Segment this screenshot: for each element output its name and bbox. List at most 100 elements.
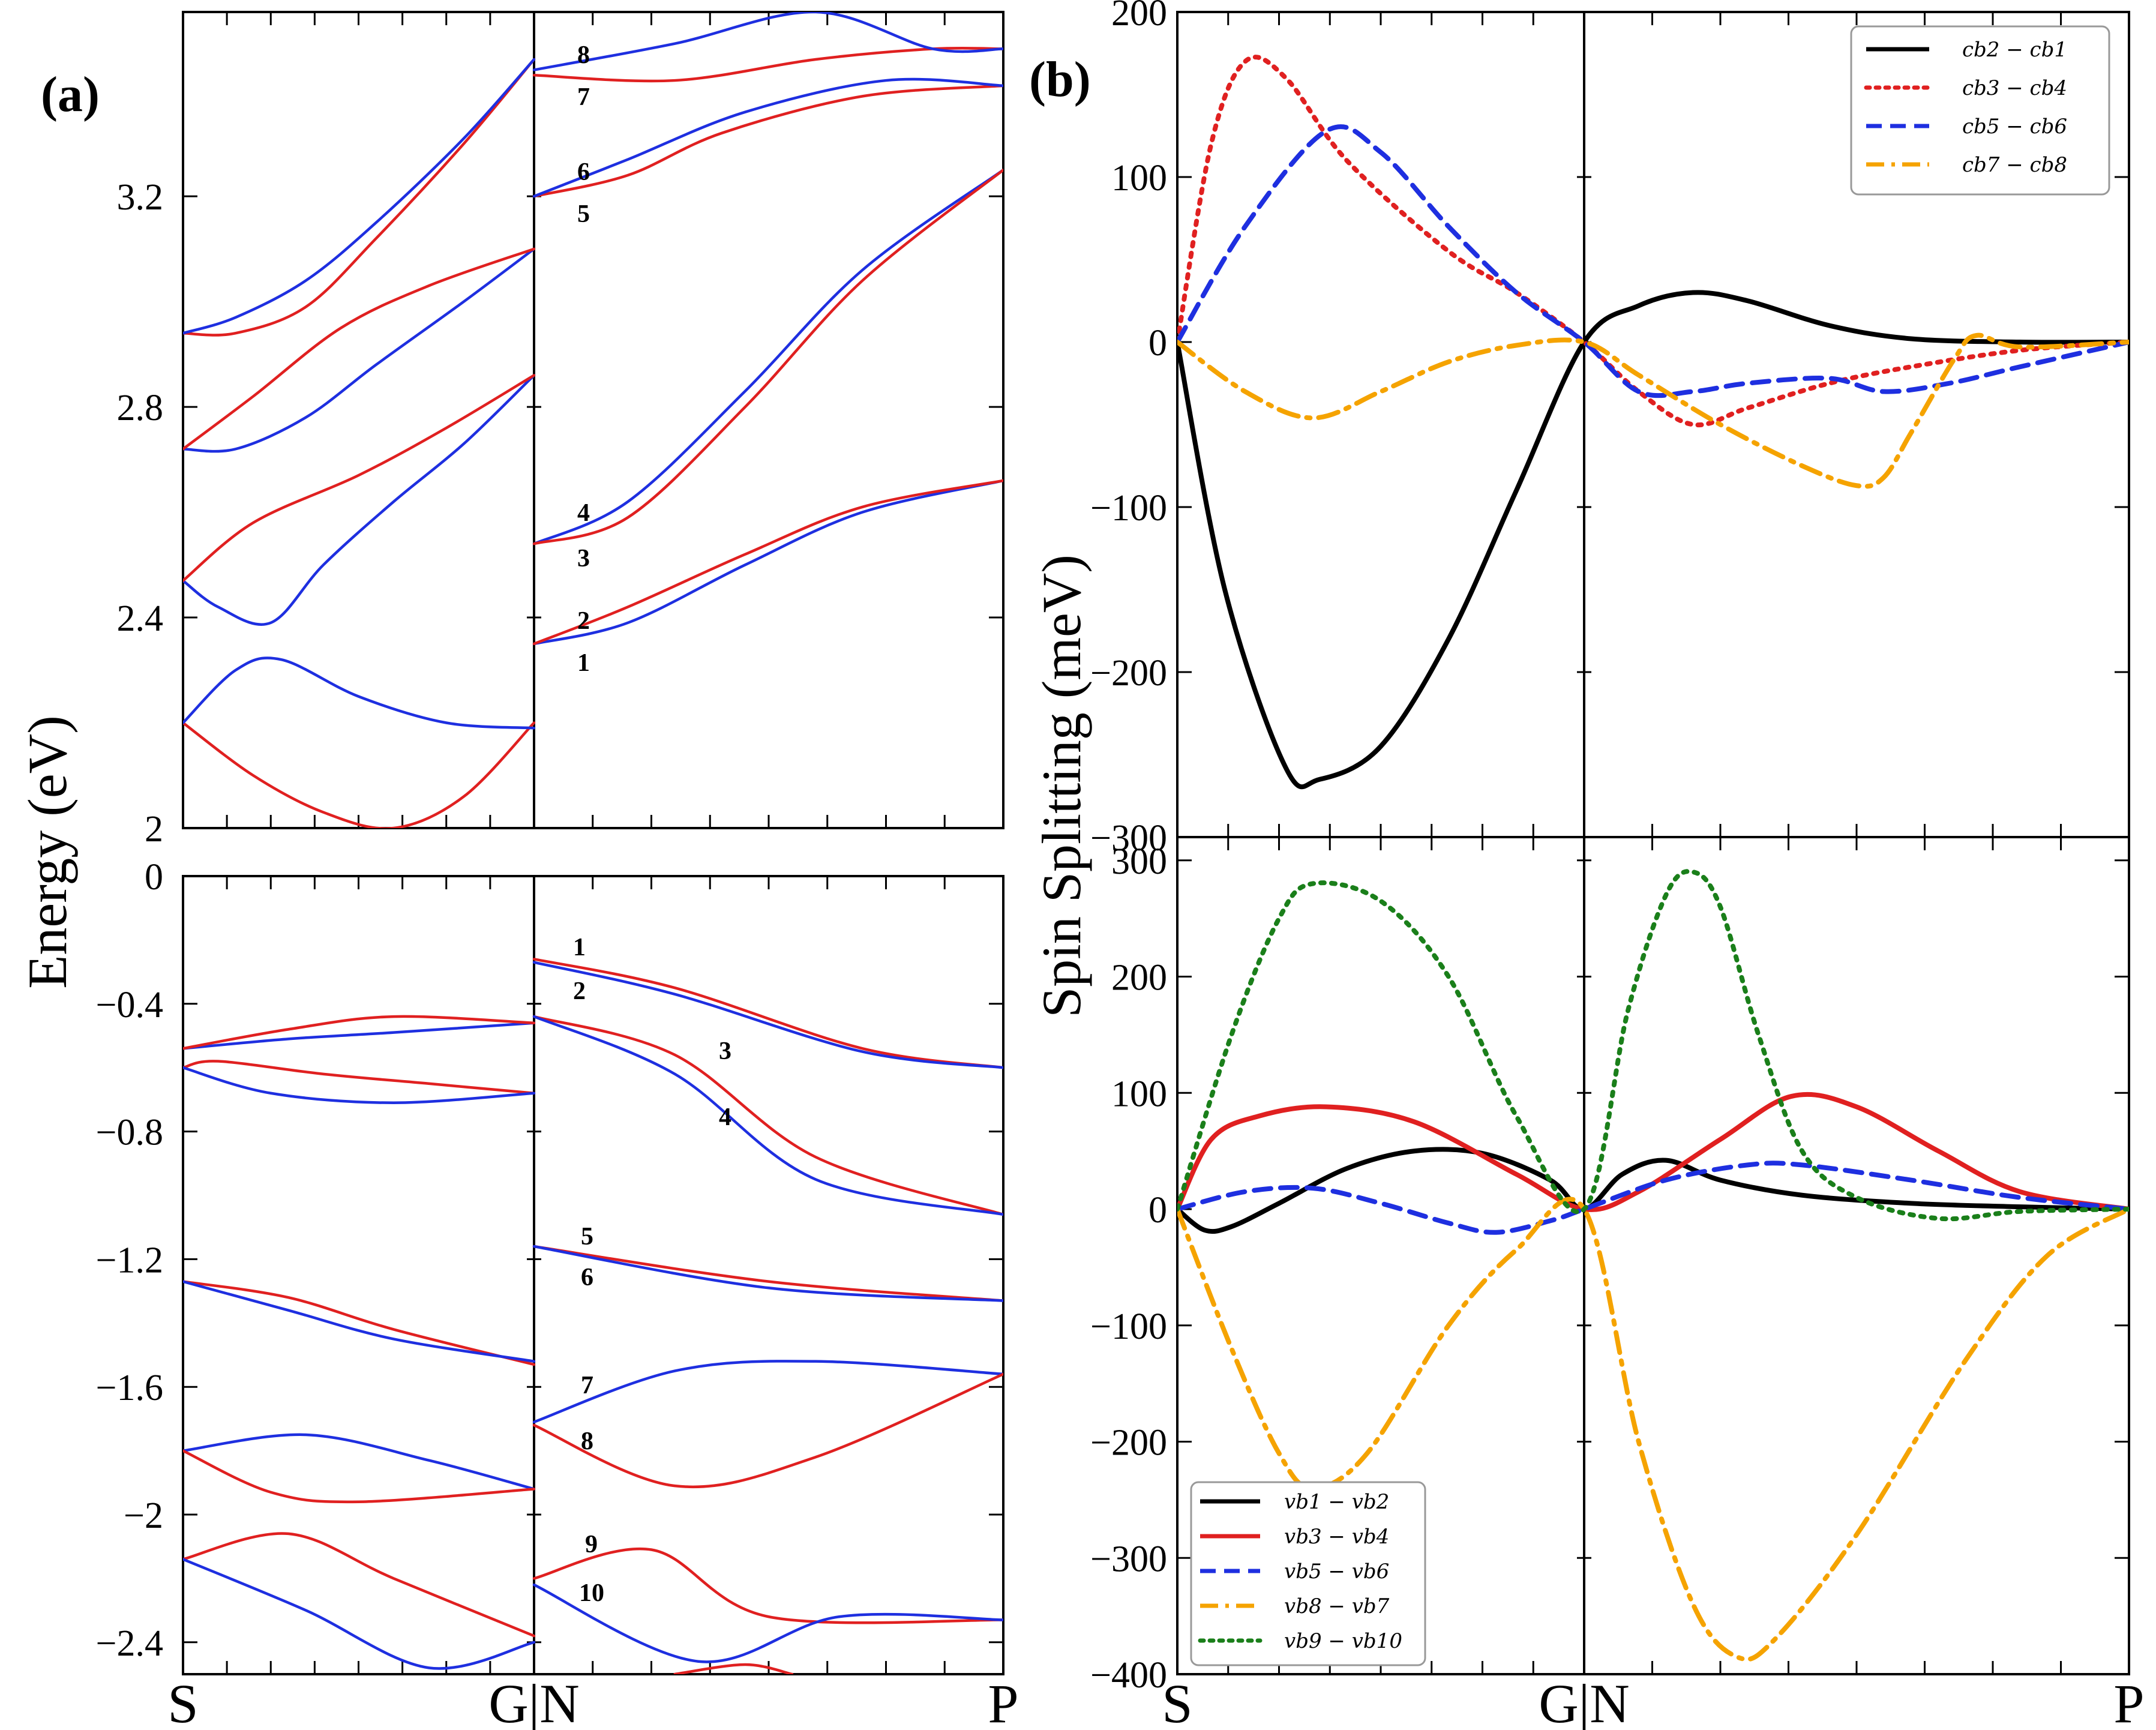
kpoint-s-right: S [1162, 1673, 1192, 1730]
band-label: 4 [719, 1104, 731, 1131]
legend-top: cb2 − cb1 cb3 − cb4 cb5 − cb6 cb7 − cb8 [1850, 25, 2110, 196]
legend-label-cb7-cb8: cb7 − cb8 [1962, 153, 2067, 177]
band-line-blue [183, 1433, 536, 1491]
band-line-blue [532, 1360, 1003, 1423]
panel-a-top: 2 2.4 2.8 3.2 [117, 11, 1004, 850]
band-line-red [183, 1532, 536, 1638]
y-tick-label: −200 [1090, 653, 1167, 694]
band-line-blue [532, 1245, 1003, 1302]
y-tick-label: −300 [1090, 1539, 1167, 1579]
y-tick-label: 2.8 [117, 388, 164, 428]
band-line-blue [532, 961, 1003, 1069]
band-line-blue [183, 1558, 536, 1670]
y-tick-label: −2.4 [96, 1623, 163, 1664]
band-line-blue [183, 374, 536, 626]
band-line-red [532, 1372, 1003, 1489]
band-line-red [183, 58, 536, 337]
band-label: 1 [573, 934, 586, 961]
band-line-blue [183, 656, 536, 730]
band-line-blue [532, 12, 1003, 71]
band-line-blue [532, 479, 1003, 646]
band-line-blue [532, 1015, 1003, 1216]
band-line-blue [532, 1583, 1003, 1663]
y-tick-label: 100 [1111, 158, 1167, 199]
band-line-blue [183, 1066, 536, 1104]
band-label: 7 [577, 83, 590, 111]
y-tick-label: −1.2 [96, 1240, 163, 1281]
band-line-blue [183, 247, 536, 453]
legend-label-vb3-vb4: vb3 − vb4 [1284, 1525, 1389, 1549]
band-line-red [532, 479, 1003, 646]
band-labels-top: 1 2 3 4 5 6 7 8 [577, 41, 590, 677]
legend-bottom: vb1 − vb2 vb3 − vb4 vb5 − vb6 vb8 − vb7 … [1190, 1481, 1426, 1666]
band-line-blue [183, 58, 536, 335]
spin-splitting-axis-title: Spin Splitting (meV) [1031, 554, 1092, 1018]
band-label: 2 [573, 978, 586, 1005]
legend-bottom-box [1190, 1481, 1426, 1666]
band-label: 5 [581, 1223, 593, 1251]
y-tick-label: 2.4 [117, 598, 164, 639]
band-line-red [532, 1015, 1003, 1216]
band-label: 8 [581, 1428, 593, 1455]
y-tick-label: 0 [1149, 1190, 1167, 1231]
series-line-vb5-vb6 [1177, 1161, 2129, 1235]
legend-label-cb3-cb4: cb3 − cb4 [1962, 76, 2067, 100]
band-label: 7 [581, 1372, 593, 1399]
band-line-red [183, 1449, 536, 1504]
kpoint-gn-left: G|N [488, 1673, 579, 1730]
band-line-red [183, 1015, 536, 1050]
legend-label-vb8-vb7: vb8 − vb7 [1284, 1594, 1390, 1618]
band-line-red [183, 721, 536, 828]
y-tick-label: 100 [1111, 1074, 1167, 1114]
band-line-red [673, 1663, 794, 1674]
band-line-red [532, 1245, 1003, 1302]
legend-label-vb5-vb6: vb5 − vb6 [1284, 1560, 1389, 1584]
band-line-red [532, 84, 1003, 198]
series-line-cb2-cb1 [1177, 290, 2129, 790]
band-line-blue [532, 168, 1003, 545]
band-label: 6 [581, 1264, 593, 1291]
y-tick-label: 200 [1111, 958, 1167, 999]
panel-a-bottom: 0 −0.4 −0.8 −1.2 −1.6 −2 −2.4 [96, 857, 1004, 1675]
band-line-blue [532, 77, 1003, 198]
legend-label-cb5-cb6: cb5 − cb6 [1962, 115, 2067, 139]
y-tick-label: −200 [1090, 1423, 1167, 1464]
plot-frame [182, 11, 1004, 829]
y-tick-label: 0 [145, 857, 163, 898]
series-line-cb7-cb8 [1177, 332, 2129, 489]
band-label: 8 [577, 41, 590, 69]
band-line-red [183, 1280, 536, 1366]
y-tick-label: 300 [1111, 841, 1167, 882]
band-line-red [532, 1547, 1003, 1624]
energy-axis-title: Energy (eV) [17, 715, 78, 989]
legend-label-vb9-vb10: vb9 − vb10 [1284, 1629, 1402, 1653]
legend-label-cb2-cb1: cb2 − cb1 [1962, 38, 2067, 62]
band-line-red [183, 247, 536, 451]
band-line-blue [183, 1021, 536, 1050]
y-tick-label: −2 [124, 1495, 163, 1536]
band-line-red [183, 374, 536, 582]
y-tick-label: −400 [1090, 1655, 1167, 1696]
y-tick-label: −1.6 [96, 1368, 163, 1408]
band-label: 2 [577, 607, 590, 635]
band-line-red [532, 958, 1003, 1069]
kpoint-gn-right: G|N [1539, 1673, 1629, 1730]
band-line-red [532, 46, 1003, 83]
band-line-red [183, 1060, 536, 1095]
band-labels-bottom: 1 2 3 4 5 6 7 8 9 10 [573, 934, 731, 1607]
y-tick-label: −0.8 [96, 1113, 163, 1153]
band-label: 5 [577, 200, 590, 228]
y-tick-label: 2 [145, 809, 163, 850]
y-tick-label: −100 [1090, 488, 1167, 529]
kpoint-p-left: P [988, 1673, 1018, 1730]
y-tick-label: −300 [1090, 818, 1167, 859]
kpoint-s-left: S [167, 1673, 198, 1730]
y-tick-label: −100 [1090, 1306, 1167, 1347]
y-tick-label: −0.4 [96, 985, 163, 1026]
panel-b-top: 200 100 0 −100 −200 −300 [1090, 0, 2130, 859]
band-label: 9 [585, 1531, 598, 1558]
panel-b-bottom: 300 200 100 0 −100 −200 −300 −400 [1090, 836, 2130, 1696]
series-line-vb9-vb10 [1177, 869, 2129, 1222]
y-tick-label: 3.2 [117, 177, 164, 218]
